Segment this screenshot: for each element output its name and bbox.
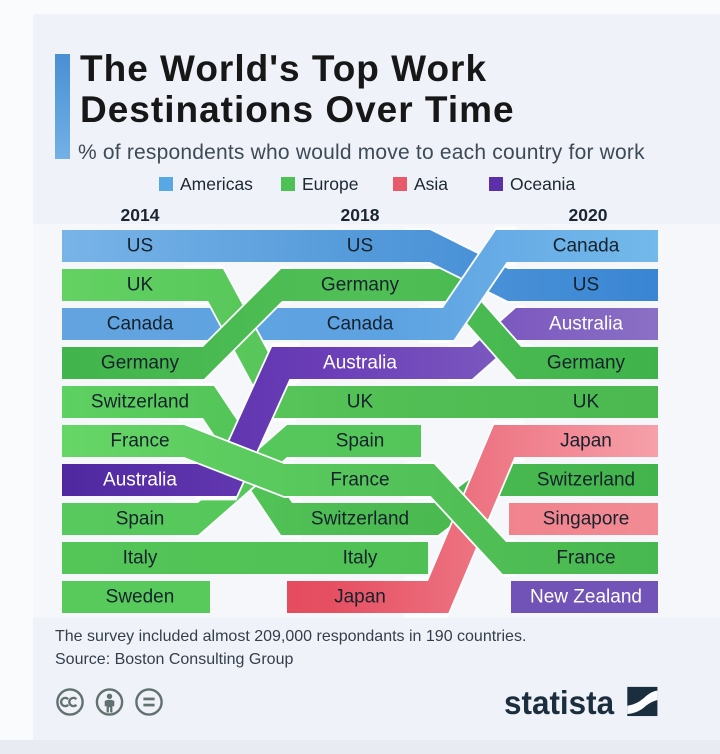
svg-text:Germany: Germany bbox=[321, 275, 400, 296]
svg-text:France: France bbox=[556, 548, 615, 569]
svg-text:UK: UK bbox=[573, 392, 600, 413]
svg-text:US: US bbox=[127, 236, 153, 257]
svg-text:Germany: Germany bbox=[101, 353, 180, 374]
svg-text:Spain: Spain bbox=[116, 509, 165, 530]
svg-text:Japan: Japan bbox=[334, 587, 386, 608]
svg-text:Italy: Italy bbox=[343, 548, 378, 569]
svg-text:Canada: Canada bbox=[553, 236, 620, 257]
svg-text:Spain: Spain bbox=[336, 431, 385, 452]
svg-text:US: US bbox=[347, 236, 373, 257]
svg-text:Switzerland: Switzerland bbox=[537, 470, 635, 491]
svg-text:US: US bbox=[573, 275, 599, 296]
svg-text:Australia: Australia bbox=[549, 314, 623, 335]
svg-text:Italy: Italy bbox=[123, 548, 158, 569]
svg-text:Canada: Canada bbox=[327, 314, 394, 335]
svg-text:Switzerland: Switzerland bbox=[311, 509, 409, 530]
svg-text:UK: UK bbox=[347, 392, 374, 413]
svg-text:Germany: Germany bbox=[547, 353, 626, 374]
svg-text:Singapore: Singapore bbox=[543, 509, 630, 530]
svg-text:statista: statista bbox=[504, 684, 615, 721]
svg-text:Canada: Canada bbox=[107, 314, 174, 335]
svg-text:Switzerland: Switzerland bbox=[91, 392, 189, 413]
svg-text:France: France bbox=[330, 470, 389, 491]
svg-text:Japan: Japan bbox=[560, 431, 612, 452]
svg-text:Australia: Australia bbox=[323, 353, 397, 374]
svg-text:UK: UK bbox=[127, 275, 154, 296]
svg-text:Australia: Australia bbox=[103, 470, 177, 491]
svg-text:New Zealand: New Zealand bbox=[530, 587, 642, 608]
svg-text:Sweden: Sweden bbox=[106, 587, 175, 608]
svg-text:France: France bbox=[110, 431, 169, 452]
